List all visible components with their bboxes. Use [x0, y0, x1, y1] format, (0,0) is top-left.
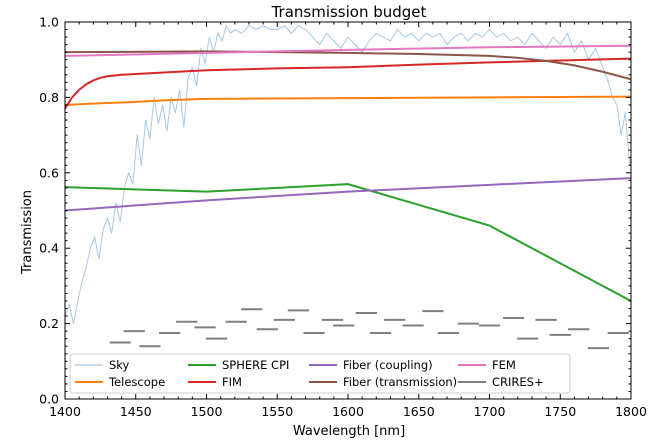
legend-label-fiber-coupling: Fiber (coupling) — [343, 358, 433, 372]
series-line-telescope — [65, 95, 631, 106]
series-line-fem — [65, 44, 631, 57]
x-tick-label: 1800 — [615, 404, 647, 419]
x-tick-label: 1700 — [474, 404, 506, 419]
legend-label-fem: FEM — [492, 358, 516, 372]
legend-label-crires: CRIRES+ — [492, 375, 544, 389]
series-line-fim — [65, 57, 631, 110]
legend-label-sphere-cpi: SPHERE CPI — [222, 358, 289, 372]
x-tick-label: 1400 — [49, 404, 81, 419]
y-tick-label: 0.2 — [39, 316, 59, 331]
x-tick-label: 1750 — [544, 404, 576, 419]
y-tick-label: 0.6 — [39, 165, 59, 180]
legend: Sky Telescope SPHERE CPI FIM Fiber (coupling… — [69, 353, 571, 394]
y-tick-label: 0.8 — [39, 90, 59, 105]
legend-label-telescope: Telescope — [108, 375, 165, 389]
legend-box — [69, 353, 571, 394]
series-line-sphere-cpi — [65, 183, 631, 302]
x-tick-label: 1600 — [332, 404, 364, 419]
x-axis-label: Wavelength [nm] — [293, 424, 405, 439]
y-tick-label: 1.0 — [39, 15, 59, 30]
x-tick-label: 1550 — [261, 404, 293, 419]
x-tick-label: 1450 — [120, 404, 152, 419]
series-line-sky — [65, 25, 631, 325]
y-tick-label: 0.4 — [39, 241, 59, 256]
y-tick-label: 0.0 — [39, 392, 59, 407]
legend-label-fiber-transmission: Fiber (transmission) — [343, 375, 457, 389]
plot-area — [65, 25, 631, 350]
series-line-fiber-coupling — [65, 177, 631, 212]
legend-label-fim: FIM — [222, 375, 242, 389]
chart-title: Transmission budget — [271, 3, 427, 21]
y-axis-label: Transmission — [20, 190, 35, 275]
series-group-crires — [109, 308, 629, 350]
axis-ticks: 1400 1450 1500 1550 1600 1650 1700 1750 1800 0.0 0… — [39, 15, 647, 420]
x-tick-label: 1500 — [191, 404, 223, 419]
x-tick-label: 1650 — [403, 404, 435, 419]
legend-label-sky: Sky — [109, 358, 130, 372]
